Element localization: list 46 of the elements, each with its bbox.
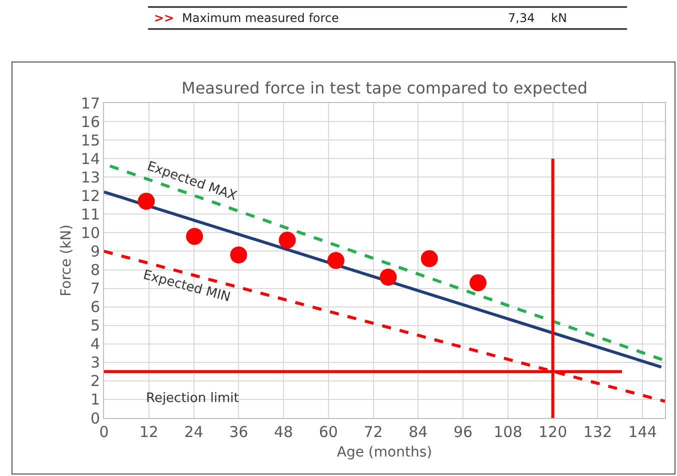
x-tick-label: 120: [538, 423, 568, 441]
x-tick-label: 24: [184, 423, 204, 441]
chart-title: Measured force in test tape compared to expected: [182, 78, 588, 98]
point: [470, 274, 486, 292]
y-tick-label: 2: [90, 372, 100, 390]
y-tick-label: 14: [80, 150, 100, 168]
y-tick-label: 10: [80, 224, 100, 242]
x-tick-label: 48: [274, 423, 294, 441]
y-tick-label: 11: [80, 205, 100, 224]
y-tick-label: 5: [90, 316, 100, 335]
y-tick-label: 6: [90, 298, 100, 316]
text: kN: [551, 11, 567, 25]
point: [278, 232, 296, 249]
x-tick-label: 12: [139, 423, 158, 441]
y-tick-label: 1: [90, 390, 100, 409]
y-tick-label: 0: [90, 409, 100, 428]
point: [230, 246, 248, 264]
x-tick-label: 132: [583, 423, 612, 441]
text: >>: [154, 11, 174, 25]
x-tick-label: 108: [494, 423, 522, 441]
x-tick-label: 84: [408, 423, 428, 441]
y-tick-label: 9: [90, 242, 100, 260]
y-tick-label: 7: [90, 280, 100, 298]
series-label: Rejection limit: [146, 391, 239, 406]
y-tick-label: 12: [80, 186, 100, 205]
x-axis-title: Age (months): [336, 444, 432, 460]
point: [420, 250, 438, 268]
text: 7,34: [508, 11, 535, 25]
x-tick-label: 36: [229, 423, 248, 441]
x-tick-label: 96: [453, 423, 473, 441]
y-tick-label: 15: [80, 131, 100, 150]
x-tick-label: 60: [318, 423, 338, 441]
point: [380, 268, 397, 286]
y-tick-label: 3: [90, 354, 100, 372]
y-tick-label: 4: [90, 335, 100, 354]
y-tick-label: 8: [90, 261, 100, 280]
x-tick-label: 72: [364, 423, 383, 441]
y-tick-label: 17: [80, 94, 100, 112]
x-tick-label: 144: [628, 423, 657, 441]
y-axis-title: Force (kN): [58, 224, 75, 296]
y-tick-label: 16: [80, 112, 100, 131]
point: [186, 228, 204, 245]
point: [138, 192, 155, 210]
y-tick-label: 13: [80, 168, 100, 186]
point: [327, 252, 344, 269]
text: Maximum measured force: [182, 11, 339, 25]
